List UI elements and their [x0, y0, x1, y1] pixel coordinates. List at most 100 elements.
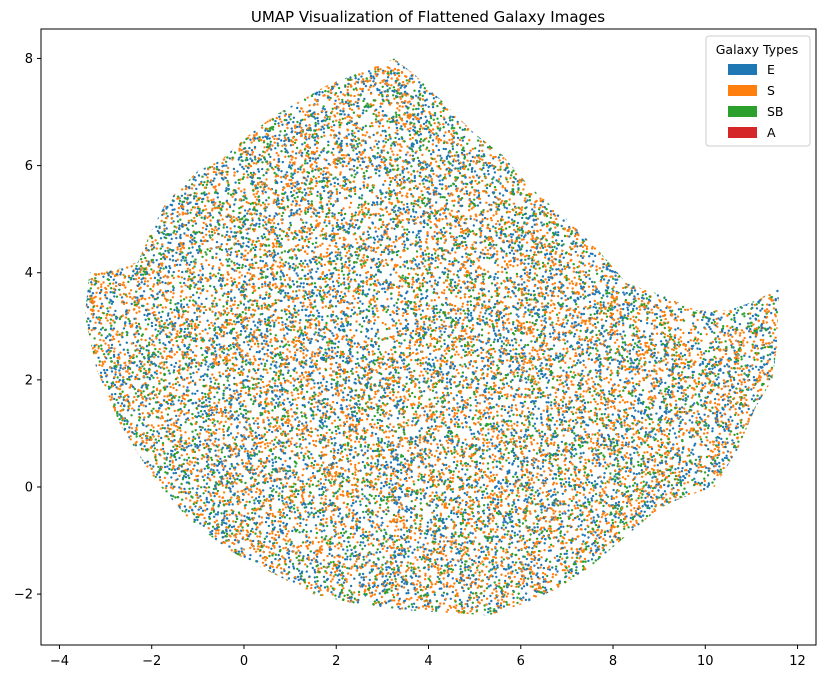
scatter-point — [694, 578, 697, 581]
scatter-point — [580, 126, 583, 129]
scatter-point — [754, 161, 758, 164]
scatter-point — [135, 222, 138, 225]
scatter-point — [512, 202, 516, 205]
scatter-point — [698, 274, 702, 277]
scatter-point — [101, 540, 104, 543]
scatter-point — [527, 546, 531, 549]
scatter-point — [713, 602, 717, 606]
scatter-point — [229, 347, 233, 350]
scatter-point — [445, 385, 448, 388]
scatter-point — [686, 176, 689, 179]
scatter-point — [405, 613, 409, 616]
scatter-point — [236, 559, 239, 562]
scatter-point — [183, 196, 186, 200]
scatter-point — [547, 202, 550, 205]
scatter-point — [328, 598, 332, 602]
scatter-point — [777, 227, 780, 230]
scatter-point — [645, 406, 648, 409]
scatter-point — [290, 182, 293, 185]
scatter-point — [497, 227, 501, 231]
scatter-point — [454, 225, 457, 228]
scatter-point — [620, 203, 624, 207]
scatter-point — [397, 410, 401, 413]
scatter-point — [353, 131, 356, 135]
scatter-point — [265, 73, 268, 76]
scatter-point — [158, 380, 161, 383]
scatter-point — [103, 91, 107, 95]
scatter-point — [733, 279, 736, 283]
scatter-point — [720, 611, 723, 615]
scatter-point — [158, 102, 161, 105]
scatter-point — [581, 165, 584, 168]
scatter-point — [710, 155, 713, 159]
scatter-point — [322, 170, 325, 173]
scatter-point — [620, 547, 623, 551]
scatter-point — [281, 393, 284, 396]
scatter-point — [81, 194, 83, 196]
scatter-point — [78, 440, 80, 442]
scatter-point — [148, 273, 151, 276]
scatter-point — [197, 556, 200, 559]
scatter-point — [693, 123, 696, 127]
scatter-point — [139, 554, 142, 557]
scatter-point — [110, 157, 113, 161]
scatter-point — [462, 86, 465, 90]
scatter-point — [511, 184, 515, 187]
scatter-point — [720, 228, 723, 231]
scatter-point — [600, 413, 603, 416]
scatter-point — [353, 477, 356, 480]
scatter-point — [670, 134, 673, 137]
scatter-point — [681, 260, 684, 263]
scatter-point — [182, 113, 185, 116]
scatter-point — [358, 403, 361, 406]
scatter-point — [651, 119, 654, 122]
scatter-point — [648, 255, 652, 258]
scatter-point — [548, 602, 551, 606]
scatter-point — [112, 67, 115, 70]
scatter-point — [369, 175, 372, 179]
scatter-point — [659, 136, 662, 140]
scatter-point — [488, 522, 491, 525]
scatter-point — [313, 70, 317, 73]
scatter-point — [522, 169, 526, 172]
scatter-point — [410, 331, 413, 335]
scatter-point — [121, 523, 125, 527]
scatter-point — [307, 238, 310, 241]
scatter-point — [589, 440, 593, 443]
scatter-point — [634, 84, 637, 87]
scatter-point — [769, 563, 772, 566]
scatter-point — [452, 71, 456, 75]
scatter-point — [679, 100, 682, 104]
scatter-point — [112, 466, 115, 470]
scatter-point — [717, 607, 720, 610]
scatter-point — [266, 268, 269, 271]
scatter-point — [470, 107, 473, 110]
scatter-point — [630, 52, 632, 54]
scatter-point — [87, 257, 91, 260]
scatter-point — [188, 560, 192, 563]
scatter-point — [528, 157, 531, 160]
scatter-point — [760, 486, 763, 489]
scatter-point — [118, 469, 121, 472]
scatter-point — [152, 72, 156, 75]
scatter-point — [677, 341, 680, 344]
scatter-point — [468, 55, 470, 57]
scatter-point — [296, 567, 299, 571]
scatter-point — [123, 353, 127, 356]
scatter-point — [656, 98, 660, 102]
scatter-point — [195, 602, 198, 605]
scatter-point — [348, 63, 352, 66]
scatter-point — [557, 91, 561, 94]
scatter-point — [730, 550, 733, 554]
scatter-point — [96, 475, 99, 478]
scatter-point — [773, 158, 776, 161]
scatter-point — [773, 458, 776, 462]
scatter-point — [372, 184, 376, 187]
scatter-point — [90, 367, 94, 370]
scatter-point — [484, 554, 488, 557]
scatter-point — [637, 77, 641, 81]
scatter-point — [746, 254, 749, 258]
scatter-point — [752, 172, 756, 175]
scatter-point — [416, 296, 419, 299]
scatter-point — [510, 122, 513, 125]
